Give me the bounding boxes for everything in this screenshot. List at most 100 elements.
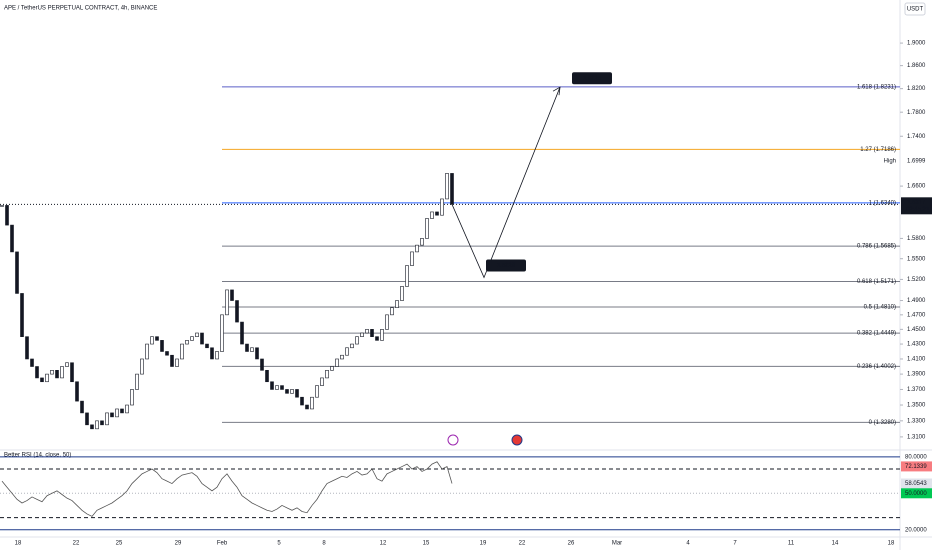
y-tick-label: 1.5500 [907, 256, 926, 262]
candle [405, 265, 409, 287]
candle [20, 293, 24, 337]
candle [280, 385, 284, 390]
candle [125, 404, 129, 414]
candle [140, 358, 144, 375]
candle [150, 336, 154, 345]
candle [340, 354, 344, 360]
high-title: High [884, 159, 896, 165]
y-tick-label: 1.8600 [907, 63, 926, 69]
x-tick-label: 22 [519, 541, 526, 547]
candle [110, 412, 114, 418]
candle [85, 412, 89, 426]
y-tick-label: 1.3900 [907, 372, 926, 378]
fib-label: 0.236 (1.4002) [857, 364, 896, 370]
rsi-level-label: 20.0000 [905, 527, 927, 533]
arrow-head [552, 86, 561, 96]
candle [45, 373, 49, 383]
x-tick-label: 12 [380, 541, 387, 547]
x-tick-label: 18 [888, 541, 895, 547]
x-tick-label: 26 [568, 541, 575, 547]
candle [295, 389, 299, 398]
candle [265, 370, 269, 383]
y-tick-label: 1.5200 [907, 277, 926, 283]
y-tick-label: 1.5800 [907, 236, 926, 242]
candle [230, 289, 234, 301]
candle [25, 336, 29, 360]
candle [180, 343, 184, 360]
candle [120, 408, 124, 414]
candle [275, 385, 279, 390]
fib-label: 1 (1.6340) [869, 200, 896, 206]
x-tick-label: 5 [277, 541, 281, 547]
candle [5, 205, 9, 226]
candle [105, 412, 109, 426]
candle [0, 205, 4, 207]
candle [385, 314, 389, 330]
candle [90, 424, 94, 430]
x-tick-label: 14 [832, 541, 839, 547]
fib-label: 1.27 (1.7186) [860, 147, 896, 153]
rsi-upper-label: 72.1339 [905, 464, 927, 470]
candle [65, 362, 69, 367]
y-tick-label: 1.8200 [907, 86, 926, 92]
candle [245, 343, 249, 352]
x-tick-label: 4 [686, 541, 690, 547]
rsi-last-box [901, 478, 932, 489]
rsi-line [1, 461, 453, 517]
candle [285, 389, 289, 394]
candle [370, 329, 374, 337]
candle [115, 408, 119, 418]
candle [360, 332, 364, 337]
candle [375, 336, 379, 341]
currency: USDT [907, 7, 924, 13]
rsi-last-label: 58.0543 [905, 481, 927, 487]
candle [365, 329, 369, 334]
candle [320, 377, 324, 386]
last-price-label: 1.6317 [907, 200, 926, 206]
y-tick-label: 1.4300 [907, 342, 926, 348]
event-icon[interactable] [447, 434, 459, 446]
candle [155, 336, 159, 341]
y-tick-label: 1.3100 [907, 434, 926, 440]
candle [290, 389, 294, 394]
x-tick-label: 7 [733, 541, 737, 547]
candle [205, 343, 209, 349]
event-flag[interactable] [511, 434, 523, 446]
countdown: 02:45:21 [906, 207, 930, 213]
candle [420, 238, 424, 246]
fib-label: 0 (1.3280) [869, 420, 896, 426]
candle [60, 366, 64, 379]
candle [345, 347, 349, 356]
x-tick-label: 15 [423, 541, 430, 547]
y-tick-label: 1.4100 [907, 357, 926, 363]
candle [310, 396, 314, 410]
candle [55, 370, 59, 379]
rsi-title: Better RSI (14, close, 50) [4, 453, 71, 459]
candle [225, 289, 229, 316]
candle [300, 396, 304, 406]
candle [355, 336, 359, 345]
candle [350, 343, 354, 349]
y-tick-label: 1.7400 [907, 134, 926, 140]
candle [240, 321, 244, 345]
fib-label: 0.618 (1.5171) [857, 279, 896, 285]
candle [435, 211, 439, 216]
target-label: 1.5228 [497, 263, 516, 269]
candle [255, 347, 259, 360]
y-tick-label: 1.4500 [907, 327, 926, 333]
candle [450, 173, 454, 205]
candle [335, 358, 339, 367]
candle [185, 340, 189, 345]
candle [175, 358, 179, 367]
x-tick-label: 8 [322, 541, 326, 547]
target-label: 1.8225 [583, 76, 602, 82]
y-tick-label: 1.6600 [907, 184, 926, 190]
candle [135, 373, 139, 390]
target-box [572, 72, 612, 85]
candle [215, 351, 219, 360]
candle [95, 420, 99, 430]
candle [30, 358, 34, 367]
rsi-upper-box [901, 461, 932, 472]
